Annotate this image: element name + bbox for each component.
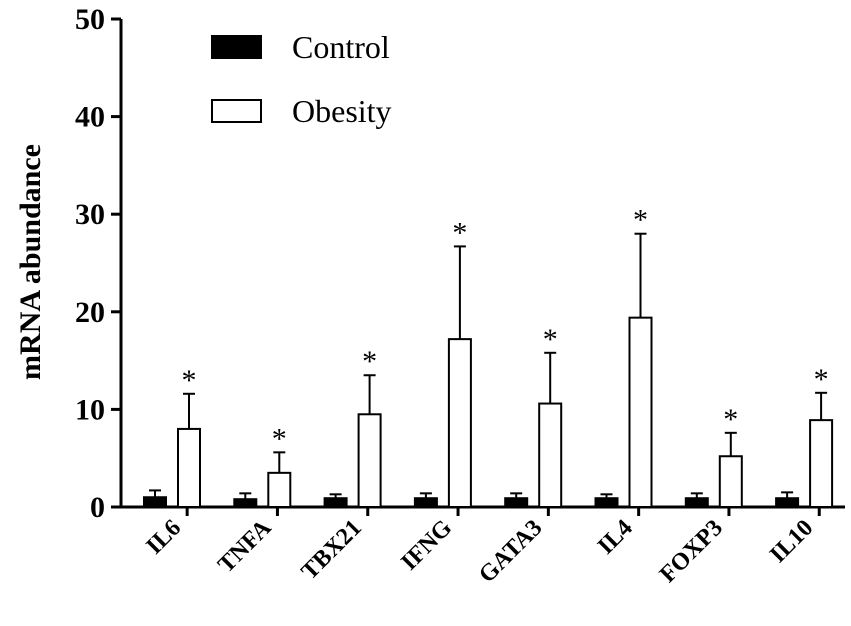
obesity-bar-ifng bbox=[447, 338, 472, 508]
x-tick-label-tnfa: TNFA bbox=[213, 514, 277, 578]
significance-il6: * bbox=[182, 364, 197, 397]
y-tick-label-40: 40 bbox=[75, 101, 105, 134]
x-tick-label-il10: IL10 bbox=[765, 515, 818, 568]
significance-il4: * bbox=[633, 204, 648, 237]
obesity-bar-tnfa bbox=[267, 471, 292, 508]
control-bar-il10 bbox=[775, 497, 800, 509]
legend-label-control: Control bbox=[292, 29, 390, 65]
significance-tnfa: * bbox=[272, 422, 287, 455]
x-tick-label-il4: IL4 bbox=[593, 515, 638, 560]
control-bar-il6 bbox=[143, 496, 167, 508]
obesity-bar-gata3 bbox=[538, 402, 563, 509]
control-bar-gata3 bbox=[504, 497, 529, 509]
obesity-bar-foxp3 bbox=[718, 455, 743, 508]
x-tick-label-gata3: GATA3 bbox=[474, 515, 547, 588]
y-axis: 0 10 20 30 40 50 bbox=[75, 3, 123, 524]
obesity-bar-il10 bbox=[809, 419, 834, 508]
legend-label-obesity: Obesity bbox=[292, 93, 392, 129]
obesity-bar-il6 bbox=[177, 427, 201, 509]
x-axis: IL6 TNFA TBX21 IFNG GATA3 IL4 FOXP3 IL10 bbox=[121, 505, 845, 588]
control-bar-tnfa bbox=[233, 498, 258, 508]
obesity-bar-tbx21 bbox=[357, 413, 382, 508]
legend-swatch-obesity bbox=[211, 99, 262, 123]
bars: * * * * * * * * bbox=[143, 204, 834, 509]
x-tick-label-ifng: IFNG bbox=[396, 515, 457, 576]
legend-swatch-control bbox=[211, 35, 262, 59]
x-tick-label-tbx21: TBX21 bbox=[297, 515, 367, 585]
significance-foxp3: * bbox=[723, 403, 738, 436]
y-tick-label-30: 30 bbox=[75, 198, 105, 231]
control-bar-foxp3 bbox=[684, 497, 709, 509]
y-tick-label-20: 20 bbox=[75, 296, 105, 329]
y-tick-label-0: 0 bbox=[90, 491, 105, 524]
obesity-bar-il4 bbox=[628, 316, 653, 508]
significance-tbx21: * bbox=[362, 345, 377, 378]
control-bar-il4 bbox=[594, 497, 619, 509]
significance-il10: * bbox=[814, 363, 829, 396]
significance-ifng: * bbox=[452, 216, 467, 249]
control-bar-tbx21 bbox=[323, 497, 348, 509]
x-tick-label-foxp3: FOXP3 bbox=[655, 515, 728, 588]
y-tick-label-50: 50 bbox=[75, 3, 105, 36]
x-tick-label-il6: IL6 bbox=[141, 515, 186, 560]
y-axis-title: mRNA abundance bbox=[14, 144, 47, 380]
significance-gata3: * bbox=[543, 323, 558, 356]
y-tick-label-10: 10 bbox=[75, 393, 105, 426]
control-bar-ifng bbox=[413, 497, 438, 509]
legend: Control Obesity bbox=[211, 29, 392, 129]
